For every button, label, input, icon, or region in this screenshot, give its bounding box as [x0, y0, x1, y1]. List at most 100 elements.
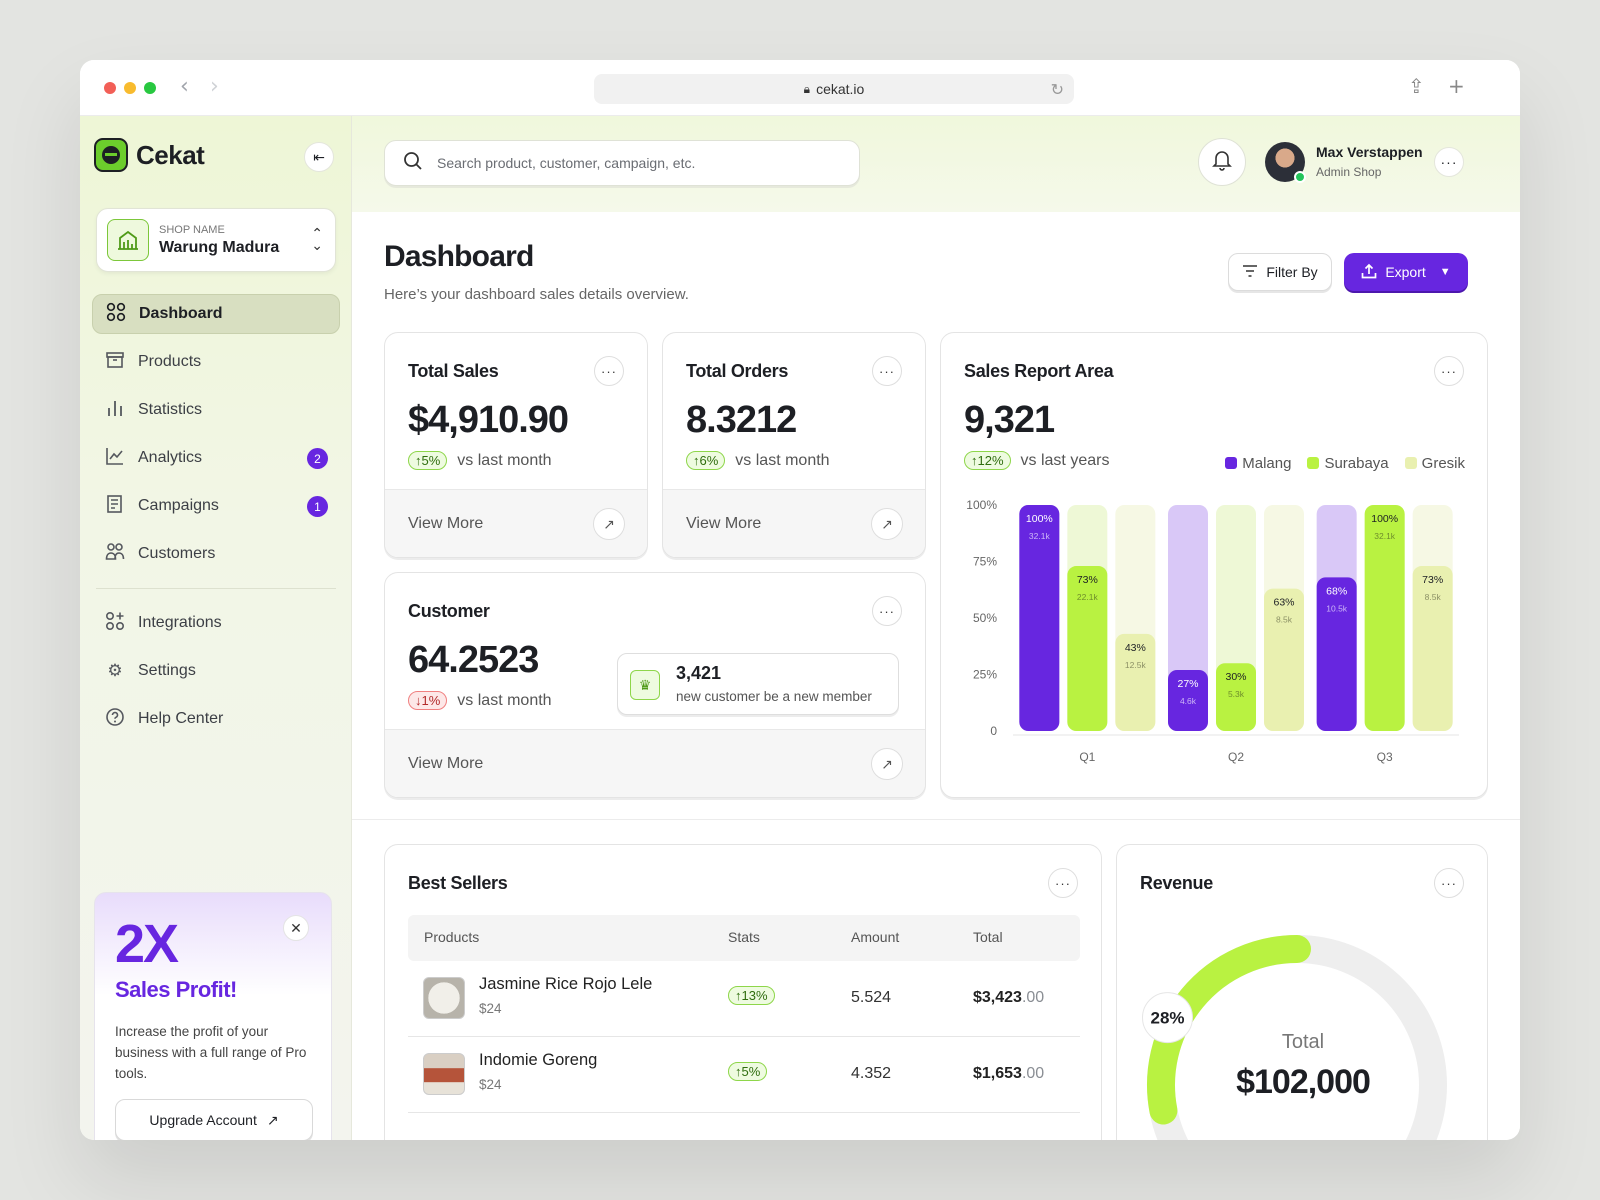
table-row[interactable]: Indomie Goreng $24 ↑5% 4.352 $1,653.00 [408, 1037, 1080, 1113]
delta-compare: vs last month [457, 691, 552, 709]
sidebar-item-statistics[interactable]: Statistics [92, 390, 340, 430]
arrow-up-right-icon[interactable]: ↗ [593, 508, 625, 540]
avatar[interactable] [1265, 142, 1306, 183]
sidebar-item-campaigns[interactable]: Campaigns 1 [92, 486, 340, 526]
column-header-amount[interactable]: Amount [851, 929, 900, 945]
new-customer-count: 3,421 [676, 663, 722, 683]
sidebar-item-customers[interactable]: Customers [92, 534, 340, 574]
sidebar-item-label: Help Center [138, 710, 224, 727]
view-more-link[interactable]: View More ↗ [663, 489, 925, 557]
promo-description: Increase the profit of your business wit… [115, 1024, 307, 1081]
new-tab-icon[interactable]: + [1448, 74, 1465, 98]
arrow-up-right-icon[interactable]: ↗ [871, 508, 903, 540]
table-row[interactable]: Jasmine Rice Rojo Lele $24 ↑13% 5.524 $3… [408, 961, 1080, 1037]
total-main: $3,423 [973, 989, 1022, 1006]
product-thumbnail [423, 977, 465, 1019]
stat-badge: ↑5% [728, 1062, 768, 1081]
arrow-up-icon: ↑ [735, 988, 742, 1003]
notification-button[interactable] [1198, 138, 1246, 186]
delta-badge: ↑12% [964, 451, 1011, 470]
column-header-total[interactable]: Total [973, 929, 1003, 945]
user-role: Admin Shop [1316, 165, 1382, 179]
users-icon [104, 542, 126, 567]
user-menu-button[interactable]: ··· [1434, 147, 1464, 177]
logo[interactable]: Cekat [94, 138, 205, 172]
sidebar-item-label: Dashboard [139, 305, 223, 322]
sidebar-item-help-center[interactable]: Help Center [92, 699, 340, 739]
maximize-window-button[interactable] [144, 82, 156, 94]
more-horizontal-icon: ··· [1055, 875, 1071, 891]
logo-icon [94, 138, 128, 172]
more-options-button[interactable]: ··· [872, 596, 902, 626]
stat-badge: ↑13% [728, 986, 775, 1005]
share-icon[interactable]: ⇪ [1408, 74, 1425, 98]
main-nav: Dashboard Products Statistics Analytics [92, 294, 340, 747]
sidebar-item-products[interactable]: Products [92, 342, 340, 382]
arrow-up-icon: ↑ [735, 1064, 742, 1079]
arrow-up-right-icon: ↗ [266, 1111, 279, 1128]
card-title: Total Sales [408, 361, 499, 381]
filter-by-button[interactable]: Filter By [1228, 253, 1332, 291]
url-text: cekat.io [816, 81, 865, 97]
data-sublabel: 8.5k [1425, 592, 1442, 602]
upgrade-promo-card: 2X Sales Profit! Increase the profit of … [94, 892, 332, 1140]
more-options-button[interactable]: ··· [872, 356, 902, 386]
delta-badge: ↑5% [408, 451, 448, 470]
minimize-window-button[interactable] [124, 82, 136, 94]
user-name: Max Verstappen [1316, 144, 1423, 160]
more-options-button[interactable]: ··· [1434, 356, 1464, 386]
revenue-gauge: 28% [1142, 935, 1447, 1140]
delta-value: 1% [421, 693, 441, 708]
view-more-link[interactable]: View More ↗ [385, 729, 925, 797]
bar [1216, 663, 1256, 731]
notification-badge: 2 [307, 448, 328, 469]
column-header-products[interactable]: Products [424, 929, 480, 945]
forward-icon[interactable]: › [210, 74, 219, 99]
shop-selector[interactable]: SHOP NAME Warung Madura ⌃ ⌄ [96, 208, 336, 272]
amount: 5.524 [851, 989, 892, 1006]
gauge-percent-label: 28% [1150, 1009, 1184, 1028]
export-button[interactable]: Export ▼ [1344, 253, 1468, 291]
y-tick-label: 25% [973, 668, 997, 682]
bar [1115, 633, 1156, 731]
sidebar-item-integrations[interactable]: Integrations [92, 603, 340, 643]
filter-label: Filter By [1266, 264, 1318, 280]
sidebar-item-label: Products [138, 353, 202, 370]
customer-value: 64.2523 [408, 639, 539, 681]
shop-caption: SHOP NAME [159, 223, 225, 236]
data-sublabel: 32.1k [1374, 531, 1396, 541]
close-icon[interactable]: ✕ [283, 915, 309, 941]
new-customer-text: new customer be a new member [676, 689, 872, 704]
y-tick-label: 75% [973, 555, 997, 569]
bar [1067, 566, 1108, 731]
address-bar[interactable]: 🔒︎ cekat.io ↻ [594, 74, 1074, 104]
bars-icon [104, 398, 126, 423]
column-header-stats[interactable]: Stats [728, 929, 760, 945]
arrow-up-right-icon[interactable]: ↗ [871, 748, 903, 780]
view-more-link[interactable]: View More ↗ [385, 489, 647, 557]
section-divider [352, 819, 1520, 820]
main-content: Dashboard Here’s your dashboard sales de… [352, 212, 1520, 1140]
revenue-total-value: $102,000 [1236, 1063, 1371, 1101]
total-orders-card: Total Orders ··· 8.3212 ↑6% vs last mont… [662, 332, 926, 558]
sidebar-item-settings[interactable]: ⚙ Settings [92, 651, 340, 691]
upgrade-account-button[interactable]: Upgrade Account ↗ [115, 1099, 313, 1140]
close-window-button[interactable] [104, 82, 116, 94]
data-sublabel: 8.5k [1276, 615, 1293, 625]
collapse-sidebar-button[interactable]: ⇤ [304, 142, 334, 172]
more-options-button[interactable]: ··· [594, 356, 624, 386]
browser-chrome: ‹ › 🔒︎ cekat.io ↻ ⇪ + [80, 60, 1520, 116]
reload-icon[interactable]: ↻ [1050, 79, 1064, 99]
more-options-button[interactable]: ··· [1434, 868, 1464, 898]
sidebar-item-dashboard[interactable]: Dashboard [92, 294, 340, 334]
more-options-button[interactable]: ··· [1048, 868, 1078, 898]
chart-legend: Malang Surabaya Gresik [1225, 455, 1465, 472]
product-name: Indomie Goreng [479, 1051, 598, 1069]
search-input[interactable]: Search product, customer, campaign, etc. [384, 140, 860, 186]
sidebar-item-analytics[interactable]: Analytics 2 [92, 438, 340, 478]
upload-icon [1361, 263, 1377, 282]
search-placeholder: Search product, customer, campaign, etc. [437, 155, 696, 171]
total-cents: .00 [1021, 989, 1045, 1006]
back-icon[interactable]: ‹ [180, 74, 189, 99]
revenue-total-label: Total [1281, 1031, 1325, 1053]
